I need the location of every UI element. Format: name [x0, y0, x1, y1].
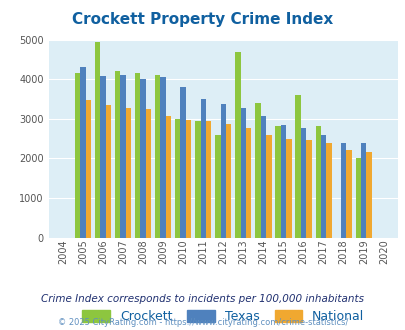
Bar — [175, 119, 180, 238]
Bar — [366, 152, 371, 238]
Bar — [195, 121, 200, 238]
Bar — [94, 42, 100, 238]
Bar — [360, 143, 366, 238]
Bar — [326, 143, 331, 238]
Bar — [120, 75, 126, 238]
Bar — [215, 135, 220, 238]
Bar — [240, 108, 245, 238]
Bar — [305, 140, 311, 238]
Bar — [315, 126, 320, 238]
Bar — [345, 150, 351, 238]
Bar — [80, 67, 85, 238]
Bar — [134, 73, 140, 238]
Bar — [165, 116, 171, 238]
Bar — [115, 71, 120, 238]
Bar — [155, 75, 160, 238]
Bar — [220, 104, 226, 238]
Bar — [180, 87, 185, 238]
Bar — [145, 109, 151, 238]
Bar — [200, 99, 205, 238]
Bar — [234, 52, 240, 238]
Bar — [355, 158, 360, 238]
Bar — [140, 79, 145, 238]
Bar — [205, 121, 211, 238]
Bar — [75, 73, 80, 238]
Bar — [260, 116, 266, 238]
Bar — [100, 76, 105, 238]
Bar — [255, 103, 260, 238]
Bar — [105, 105, 111, 238]
Legend: Crockett, Texas, National: Crockett, Texas, National — [76, 303, 370, 329]
Bar — [226, 123, 231, 238]
Bar — [126, 108, 131, 238]
Bar — [275, 126, 280, 238]
Bar — [340, 143, 345, 238]
Bar — [266, 135, 271, 238]
Bar — [286, 139, 291, 238]
Bar — [320, 135, 326, 238]
Bar — [300, 127, 305, 238]
Bar — [85, 100, 91, 238]
Bar — [185, 119, 191, 238]
Text: Crime Index corresponds to incidents per 100,000 inhabitants: Crime Index corresponds to incidents per… — [41, 294, 364, 304]
Bar — [160, 77, 165, 238]
Text: Crockett Property Crime Index: Crockett Property Crime Index — [72, 12, 333, 26]
Bar — [245, 128, 251, 238]
Bar — [295, 95, 300, 238]
Text: © 2025 CityRating.com - https://www.cityrating.com/crime-statistics/: © 2025 CityRating.com - https://www.city… — [58, 318, 347, 327]
Bar — [280, 125, 286, 238]
